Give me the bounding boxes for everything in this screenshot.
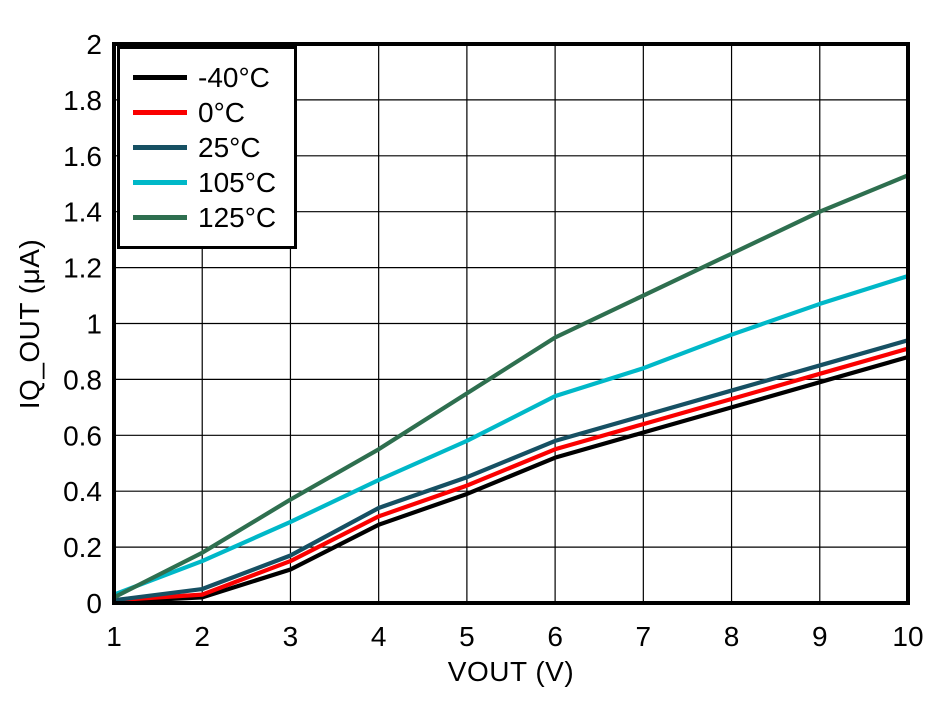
y-tick-label: 0.6	[63, 420, 102, 451]
y-tick-label: 1.6	[63, 141, 102, 172]
series-line-25C	[113, 338, 909, 603]
legend-line-swatch	[133, 145, 187, 150]
x-tick-label: 4	[371, 621, 387, 652]
y-tick-label: 1.8	[63, 85, 102, 116]
x-axis-title: VOUT (V)	[447, 656, 575, 687]
x-tick-label: 9	[812, 621, 828, 652]
y-axis-title: IQ_OUT (μA)	[14, 238, 45, 410]
legend-line-swatch	[133, 180, 187, 185]
series-line-125C	[113, 173, 909, 600]
legend-label: 25°C	[198, 131, 261, 163]
x-tick-label: 3	[283, 621, 299, 652]
x-tick-label: 10	[892, 621, 923, 652]
x-tick-label: 8	[724, 621, 740, 652]
legend-label: 105°C	[198, 166, 277, 198]
legend-item: 125°C	[133, 200, 294, 235]
series-line--40C	[113, 355, 909, 604]
legend-item: -40°C	[133, 60, 294, 95]
legend-line-swatch	[133, 75, 187, 80]
series-line-0C	[113, 346, 909, 603]
legend: -40°C 0°C 25°C 105°C 125°C	[117, 46, 297, 249]
legend-line-swatch	[133, 215, 187, 220]
x-tick-label: 7	[636, 621, 652, 652]
x-tick-label: 2	[194, 621, 210, 652]
legend-item: 105°C	[133, 165, 294, 200]
x-tick-label: 6	[547, 621, 563, 652]
legend-item: 0°C	[133, 95, 294, 130]
x-tick-label: 5	[459, 621, 475, 652]
legend-item: 25°C	[133, 130, 294, 165]
y-tick-label: 0.4	[63, 476, 102, 507]
y-tick-label: 0.2	[63, 532, 102, 563]
plot-frame	[112, 42, 910, 605]
x-tick-label: 1	[106, 621, 122, 652]
y-tick-label: 2	[86, 29, 102, 60]
legend-label: -40°C	[198, 61, 270, 93]
y-tick-label: 1.2	[63, 253, 102, 284]
legend-label: 125°C	[198, 201, 277, 233]
y-tick-label: 0	[86, 588, 102, 619]
legend-line-swatch	[133, 110, 187, 115]
y-tick-label: 1.4	[63, 197, 102, 228]
y-tick-label: 0.8	[63, 364, 102, 395]
legend-label: 0°C	[198, 96, 245, 128]
y-tick-label: 1	[86, 309, 102, 340]
series-line-105C	[113, 273, 909, 597]
